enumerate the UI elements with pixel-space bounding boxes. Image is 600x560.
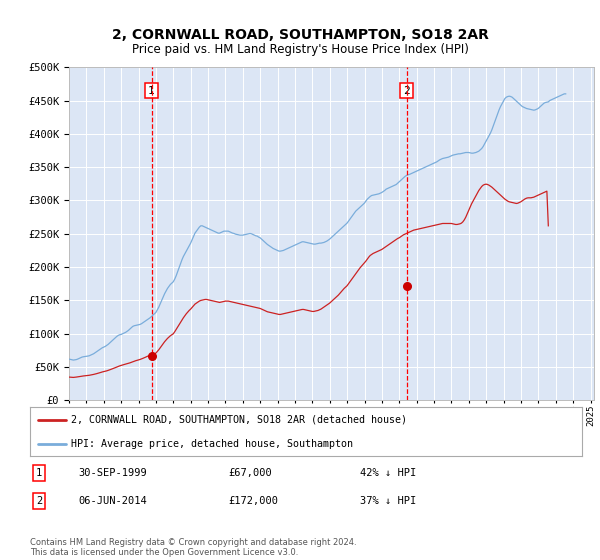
Text: 37% ↓ HPI: 37% ↓ HPI <box>360 496 416 506</box>
Text: Contains HM Land Registry data © Crown copyright and database right 2024.
This d: Contains HM Land Registry data © Crown c… <box>30 538 356 557</box>
Text: 1: 1 <box>36 468 42 478</box>
Text: HPI: Average price, detached house, Southampton: HPI: Average price, detached house, Sout… <box>71 438 353 449</box>
Text: 2, CORNWALL ROAD, SOUTHAMPTON, SO18 2AR (detached house): 2, CORNWALL ROAD, SOUTHAMPTON, SO18 2AR … <box>71 415 407 425</box>
Text: £67,000: £67,000 <box>228 468 272 478</box>
Text: £172,000: £172,000 <box>228 496 278 506</box>
Text: 2, CORNWALL ROAD, SOUTHAMPTON, SO18 2AR: 2, CORNWALL ROAD, SOUTHAMPTON, SO18 2AR <box>112 28 488 42</box>
Text: 2: 2 <box>403 86 410 96</box>
Text: 30-SEP-1999: 30-SEP-1999 <box>78 468 147 478</box>
Text: Price paid vs. HM Land Registry's House Price Index (HPI): Price paid vs. HM Land Registry's House … <box>131 43 469 55</box>
Text: 2: 2 <box>36 496 42 506</box>
Text: 1: 1 <box>148 86 155 96</box>
Text: 42% ↓ HPI: 42% ↓ HPI <box>360 468 416 478</box>
Text: 06-JUN-2014: 06-JUN-2014 <box>78 496 147 506</box>
